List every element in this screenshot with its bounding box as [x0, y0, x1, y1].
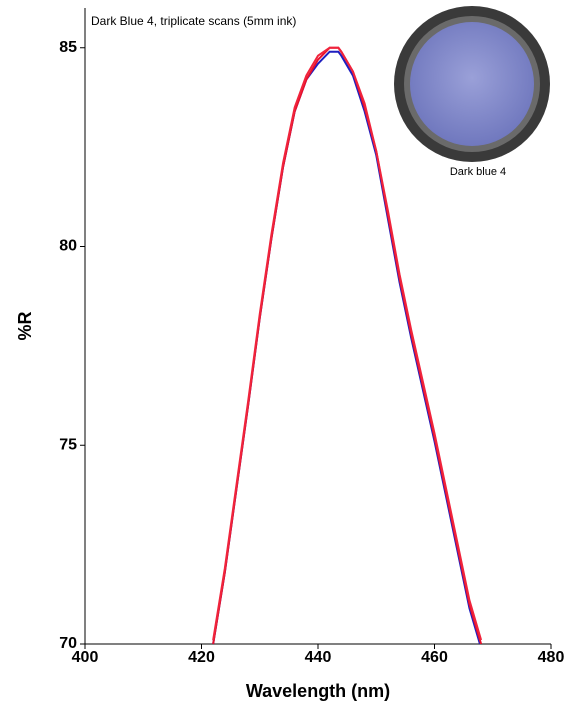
- inset-image: [394, 6, 550, 162]
- x-tick-label: 440: [305, 649, 332, 666]
- x-tick-label: 400: [72, 649, 99, 666]
- x-tick-label: 480: [538, 649, 565, 666]
- y-tick-label: 75: [59, 436, 77, 453]
- y-axis-label: %R: [15, 311, 35, 340]
- x-tick-label: 460: [421, 649, 448, 666]
- data-line: [212, 46, 483, 641]
- y-tick-label: 80: [59, 238, 77, 255]
- inset-caption: Dark blue 4: [450, 166, 506, 178]
- y-tick-label: 85: [59, 39, 77, 56]
- y-tick-label: 70: [59, 635, 77, 652]
- x-axis-label: Wavelength (nm): [246, 681, 390, 701]
- inset-ink: [410, 22, 534, 146]
- plot-area: [212, 46, 483, 644]
- chart-title: Dark Blue 4, triplicate scans (5mm ink): [91, 14, 296, 28]
- x-tick-label: 420: [188, 649, 215, 666]
